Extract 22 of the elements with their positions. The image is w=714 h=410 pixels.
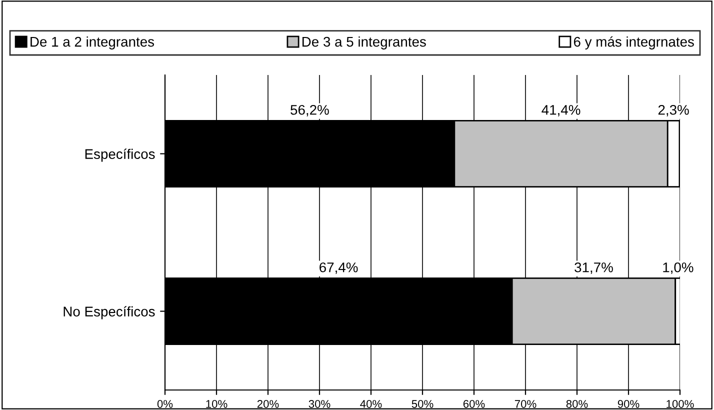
data-label: 56,2% [290,104,329,116]
x-tick-label: 100% [666,400,694,408]
data-label: 1,0% [663,262,694,274]
legend-label: 6 y más integrnates [574,36,694,50]
x-tick-label: 50% [412,400,434,408]
y-tick-label: Específicos [85,148,155,162]
x-tick-label: 0% [157,400,173,408]
x-tick-label: 30% [308,400,330,408]
x-tick-label: 20% [257,400,279,408]
x-tick-label: 10% [206,400,228,408]
x-tick-label: 40% [360,400,382,408]
y-tick-label: No Específicos [64,306,155,320]
data-label: 41,4% [542,105,580,116]
legend-label: De 1 a 2 integrantes [30,36,154,50]
x-tick-label: 60% [463,400,485,408]
x-tick-label: 90% [618,400,640,408]
data-label: 2,3% [658,104,689,116]
data-label: 67,4% [320,262,358,274]
x-tick-label: 80% [566,400,588,408]
legend-label: De 3 a 5 integrantes [302,36,426,50]
data-label: 31,7% [574,262,613,274]
x-tick-label: 70% [514,400,536,408]
